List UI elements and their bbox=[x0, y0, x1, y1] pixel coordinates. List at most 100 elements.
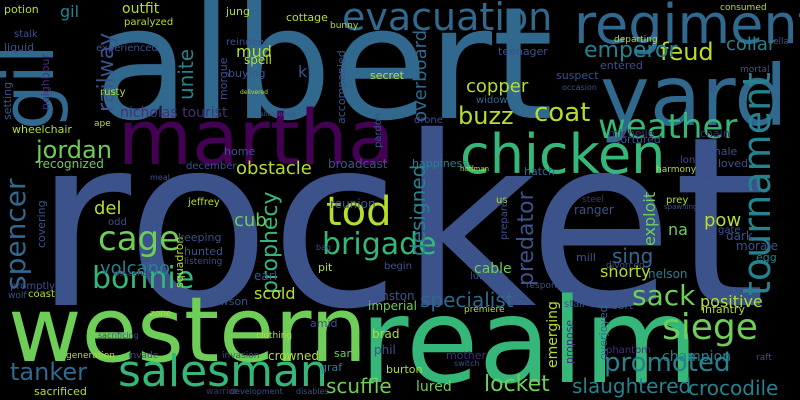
word: odd bbox=[108, 217, 127, 228]
word: spell bbox=[244, 53, 272, 67]
word: realm bbox=[360, 272, 699, 400]
word: sort bbox=[612, 299, 634, 312]
word: invasion bbox=[222, 351, 260, 361]
word: crocodile bbox=[688, 376, 779, 400]
word: drone bbox=[414, 115, 443, 126]
word: meal bbox=[150, 173, 170, 182]
word: development bbox=[230, 387, 283, 396]
word: morale bbox=[736, 239, 779, 253]
word: tanker bbox=[10, 358, 88, 386]
word: lone bbox=[680, 155, 702, 166]
word: exploit bbox=[640, 191, 659, 246]
word: jung bbox=[226, 5, 250, 18]
word: nicholas tourist bbox=[120, 105, 228, 121]
word: graf bbox=[320, 361, 343, 374]
word: slaughtered bbox=[572, 374, 692, 398]
word: raft bbox=[756, 353, 772, 363]
word: propose bbox=[563, 319, 576, 364]
word: prey bbox=[666, 195, 689, 206]
word: positive bbox=[700, 292, 763, 311]
word: phil bbox=[374, 343, 396, 357]
word: sand bbox=[334, 347, 361, 360]
word: pow bbox=[704, 210, 742, 231]
word: feud bbox=[660, 38, 714, 66]
word: rusty bbox=[100, 87, 126, 98]
word: predator bbox=[514, 191, 539, 286]
word: divorced bbox=[606, 261, 645, 271]
word: cottage bbox=[286, 11, 328, 24]
word: covering bbox=[35, 200, 48, 248]
word: prepared bbox=[499, 194, 510, 240]
word: hoffman bbox=[460, 165, 490, 173]
word: nelson bbox=[648, 267, 688, 281]
word: copper bbox=[466, 76, 529, 97]
word: cage bbox=[98, 219, 181, 259]
word: keeping bbox=[178, 231, 222, 244]
word: teenager bbox=[498, 45, 548, 58]
word: invade bbox=[128, 351, 159, 361]
word: stair bbox=[564, 299, 587, 310]
word: cable bbox=[474, 261, 512, 277]
word: scold bbox=[254, 284, 296, 303]
word: mortal bbox=[740, 65, 770, 75]
word: hatch bbox=[524, 165, 556, 178]
word: na bbox=[668, 220, 688, 239]
word: home bbox=[224, 145, 256, 158]
word: potion bbox=[4, 3, 39, 16]
word: zone bbox=[150, 309, 172, 319]
word: clothing bbox=[256, 331, 293, 341]
word: coast bbox=[28, 289, 55, 300]
word: amid bbox=[310, 317, 338, 330]
word: shorty bbox=[600, 262, 651, 281]
word: overboard bbox=[410, 29, 431, 122]
word: emperor bbox=[584, 38, 678, 63]
word: mother bbox=[446, 349, 487, 362]
word: spencer bbox=[0, 178, 32, 290]
word: volcano bbox=[100, 258, 171, 279]
word: sacrificed bbox=[34, 385, 87, 398]
word: gate bbox=[718, 225, 741, 236]
word: bit bbox=[709, 80, 719, 92]
word: outfit bbox=[122, 1, 160, 17]
word: dark bbox=[726, 229, 753, 243]
word: sacrificing bbox=[98, 331, 139, 340]
word: evacuation bbox=[342, 0, 553, 39]
word: respond bbox=[526, 281, 563, 291]
word: loved bbox=[718, 157, 749, 170]
word: pardon bbox=[373, 112, 384, 148]
word: december bbox=[186, 161, 237, 172]
word: tod bbox=[326, 189, 392, 235]
word: chicken bbox=[460, 123, 666, 186]
word: yard bbox=[600, 47, 788, 145]
word: locket bbox=[484, 372, 550, 397]
word: siege bbox=[662, 307, 758, 348]
word: wolf bbox=[8, 291, 27, 301]
word: infantry bbox=[702, 303, 745, 316]
word: switch bbox=[454, 359, 480, 368]
word: phantom bbox=[606, 345, 651, 356]
word: collar bbox=[726, 34, 776, 55]
word: premiere bbox=[464, 305, 505, 315]
word: albert bbox=[94, 0, 554, 155]
word: buzz bbox=[458, 102, 514, 130]
word: reunion bbox=[330, 197, 376, 211]
word: widower bbox=[476, 95, 518, 106]
word: disables bbox=[296, 387, 329, 396]
word: martha bbox=[118, 93, 395, 182]
word: spawning bbox=[664, 203, 698, 211]
word: buying bbox=[228, 67, 266, 80]
word: rocket bbox=[34, 86, 766, 361]
word: scuffle bbox=[326, 374, 392, 398]
word: winston bbox=[368, 289, 415, 303]
word: ranger bbox=[574, 203, 614, 217]
word: broadcast bbox=[328, 157, 388, 171]
word: imperial bbox=[368, 299, 417, 313]
word: western bbox=[8, 278, 367, 383]
word: cub bbox=[234, 210, 267, 231]
word: promptly bbox=[10, 281, 56, 292]
word: paralyzed bbox=[124, 17, 174, 28]
word: crowned bbox=[268, 349, 320, 363]
word: dawson bbox=[206, 295, 249, 308]
word: pit bbox=[318, 261, 333, 274]
